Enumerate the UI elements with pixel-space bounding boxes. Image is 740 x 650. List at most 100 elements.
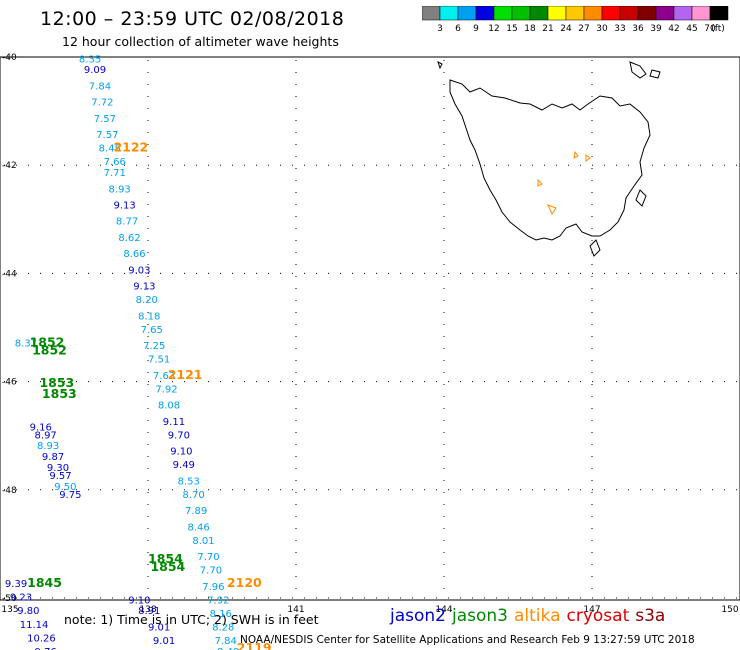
wave-height-value: 8.62 [118,233,140,244]
wave-height-value: 7.57 [96,130,118,141]
colorbar-tick-label: 6 [455,24,461,34]
wave-height-value: 11.14 [20,620,49,631]
wave-height-value: 8.20 [136,295,158,306]
wave-height-value: 7.70 [200,566,222,577]
colorbar-tick-label: 15 [506,24,517,34]
wave-height-value: 9.11 [163,417,185,428]
wave-height-value: 7.92 [207,595,229,606]
lat-tick-label: -44 [2,269,17,279]
lon-tick-label: 150 [721,605,738,615]
lat-tick-label: -48 [2,486,17,496]
colorbar-tick-label: 18 [524,24,536,34]
wave-height-value: 8.01 [192,536,214,547]
legend-jason3: jason3 [452,606,508,626]
lat-tick-label: -46 [2,378,17,388]
maria-island [635,189,647,207]
pass-time-label: 1854 [148,551,183,566]
colorbar-unit: (ft) [711,24,725,34]
wave-height-value: 8.93 [109,184,131,195]
wave-height-value: 8.93 [37,441,59,452]
wave-height-value: 8.91 [138,606,160,617]
wave-height-value: 7.65 [141,325,163,336]
lakes [537,150,591,216]
colorbar-tick-label: 12 [488,24,499,34]
pass-time-label: 1852 [32,343,67,358]
map-subtitle: 12 hour collection of altimeter wave hei… [62,34,339,49]
legend-s3a: s3a [635,606,666,626]
wave-height-value: 7.84 [215,636,237,647]
lat-tick-label: -50 [2,594,17,604]
lon-tick-label: 147 [583,605,600,615]
wave-height-value: 8.77 [116,217,138,228]
wave-height-value: 9.23 [10,593,32,604]
wave-height-value: 8.28 [212,622,234,633]
pass-time-label: 1853 [42,386,77,401]
colorbar-tick-label: 9 [473,24,479,34]
credit-footer: NOAA/NESDIS Center for Satellite Applica… [240,634,695,646]
colorbar-tick-label: 36 [632,24,644,34]
wave-height-value: 7.72 [91,98,113,109]
wave-height-value: 8.45 [99,144,121,155]
wave-height-value: 9.13 [133,282,155,293]
colorbar-tick-label: 3 [437,24,443,34]
wave-height-colorbar: 3 6 9 12 15 18 21 24 27 30 33 36 39 42 45 70(ft) [422,6,729,34]
wave-height-value: 7.25 [143,341,165,352]
pass-time-label: 1853 [39,375,74,390]
wave-height-value: 8.53 [178,476,200,487]
lat-tick-label: -42 [2,161,17,171]
map-title: 12:00 – 23:59 UTC 02/08/2018 [40,8,345,30]
colorbar-tick-label: 30 [596,24,608,34]
colorbar-tick-label: 39 [650,24,662,34]
lon-tick-label: 144 [435,605,452,615]
colorbar-tick-label: 45 [686,24,697,34]
lon-tick-label: 141 [287,605,304,615]
footnote: note: 1) Time is in UTC; 2) SWH is in fe… [64,612,319,627]
legend-jason2: jason2 [390,606,446,626]
king-island [437,61,443,70]
wave-height-value: 8.16 [210,609,232,620]
pass-time-label: 2119 [237,640,272,650]
wave-height-value: 9.13 [113,200,135,211]
altimeter-tracks: 8.359.09 7.84 7.72 7.57 7.57 8.45 7.667.71 8.93… [5,54,239,650]
wave-height-value: 8.35 [79,54,101,65]
wave-height-value: 8.66 [123,249,145,260]
wave-height-value: 9.01 [153,636,175,647]
wave-height-value: 8.46 [187,522,209,533]
pass-time-label: 1852 [30,334,65,349]
wave-height-value: 9.10 [128,595,150,606]
colorbar-tick-label: 21 [542,24,553,34]
wave-height-value: 9.01 [148,622,170,633]
colorbar-tick-label: 42 [668,24,679,34]
wave-height-value: 7.89 [185,506,207,517]
pass-time-label: 2122 [113,140,148,155]
colorbar-swatch [709,6,729,21]
pass-time-label: 1845 [27,575,62,590]
wave-height-value: 7.92 [155,384,177,395]
wave-height-value: 8.40 [217,647,239,650]
lon-tick-label: 138 [139,605,156,615]
colorbar-tick-label: 24 [560,24,572,34]
wave-height-value: 10.26 [27,633,56,644]
legend-cryosat: cryosat [566,606,630,626]
lat-tick-label: -40 [2,53,17,63]
wave-height-value: 8.97 [35,430,57,441]
map-frame [0,56,740,601]
wave-height-value: 9.70 [168,430,190,441]
wave-height-value: 9.50 [54,482,76,493]
wave-height-value: 8.70 [183,490,205,501]
wave-height-value: 9.09 [84,65,106,76]
wave-height-value: 8.08 [158,401,180,412]
tasmania-outline [449,79,651,241]
wave-height-value: 7.70 [197,552,219,563]
wave-height-value: 9.76 [35,647,57,650]
wave-height-value: 8.18 [138,311,160,322]
wave-height-value: 9.03 [128,265,150,276]
wave-height-value: 9.49 [173,460,195,471]
colorbar-tick-label: 27 [578,24,589,34]
wave-height-value: 8.37 [15,338,37,349]
pass-time-label: 2121 [168,367,203,382]
wave-height-value: 9.57 [49,471,71,482]
wave-height-value: 7.96 [202,582,224,593]
